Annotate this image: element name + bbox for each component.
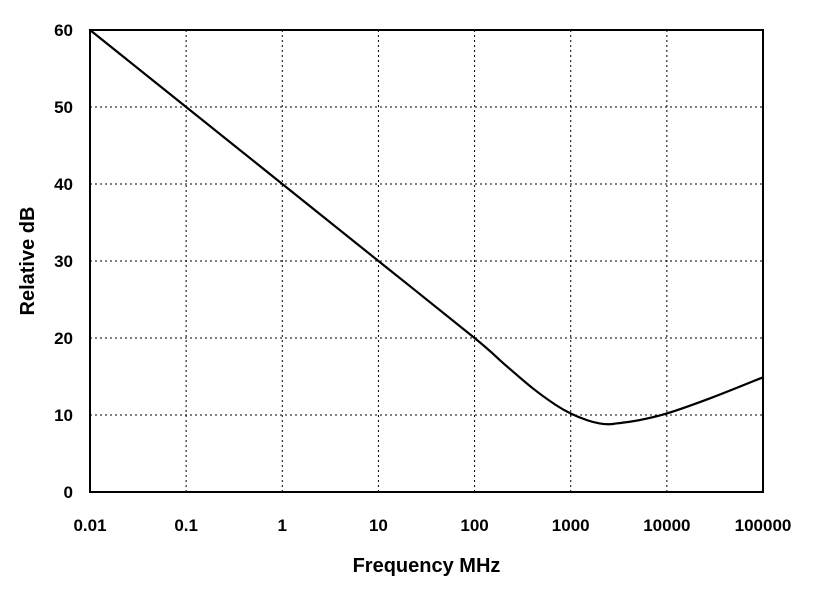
y-tick-label: 10 [54,406,73,425]
x-tick-label: 0.1 [174,516,198,535]
x-tick-label: 1000 [552,516,590,535]
x-axis-ticks: 0.01 0.1 1 10 100 1000 10000 100000 [73,516,791,535]
y-tick-label: 20 [54,329,73,348]
series-line [88,28,765,426]
grid [90,30,763,492]
y-tick-label: 30 [54,252,73,271]
x-tick-label: 1 [278,516,287,535]
x-tick-label: 100000 [735,516,792,535]
y-tick-label: 40 [54,175,73,194]
x-tick-label: 100 [460,516,488,535]
y-axis-ticks: 0 10 20 30 40 50 60 [54,21,73,502]
x-tick-label: 10000 [643,516,690,535]
y-tick-label: 0 [64,483,73,502]
series-layer [88,28,765,426]
y-tick-label: 60 [54,21,73,40]
x-tick-label: 0.01 [73,516,106,535]
plot-area-frame [89,29,764,493]
y-tick-label: 50 [54,98,73,117]
x-tick-label: 10 [369,516,388,535]
y-axis-title: Relative dB [17,207,39,316]
x-axis-title: Frequency MHz [353,555,501,577]
